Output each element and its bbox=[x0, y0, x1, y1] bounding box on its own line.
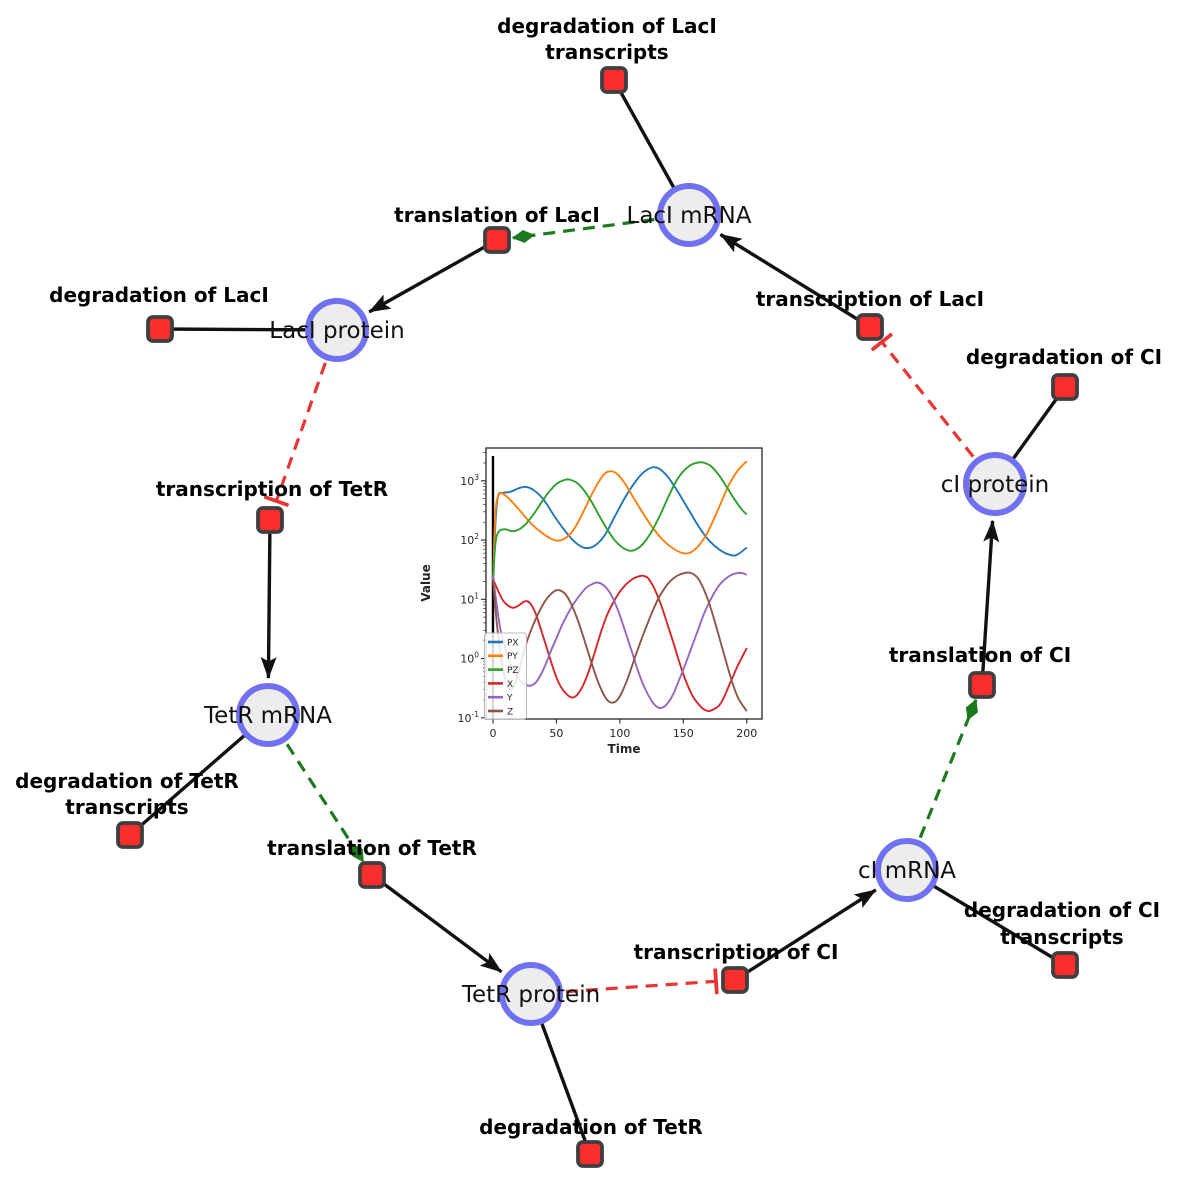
inset-timeseries-chart: 0 50 100 150 200 10-1 100 101 102 103 PX PY PZ XYZ T… bbox=[419, 447, 763, 756]
legend-box bbox=[484, 632, 527, 720]
species-label: TetR mRNA bbox=[203, 703, 332, 729]
reaction-label: transcription of TetR bbox=[156, 477, 388, 501]
reaction-label: transcripts bbox=[1000, 925, 1123, 949]
labels: degradation of LacI transcripts translat… bbox=[15, 14, 1162, 1139]
reaction-label: degradation of TetR bbox=[479, 1115, 703, 1139]
species-node-laci-mrna bbox=[657, 183, 721, 247]
legend-label-X: X bbox=[507, 680, 513, 690]
y-tick-label: 100 bbox=[460, 651, 479, 666]
y-tick-label: 103 bbox=[460, 473, 479, 488]
x-tick-label: 100 bbox=[609, 727, 630, 740]
species-node-tetr-mrna bbox=[236, 683, 300, 747]
legend-label-Z: Z bbox=[507, 707, 513, 717]
legend-label-PY: PY bbox=[507, 652, 518, 662]
reaction-node-translation-of-laci bbox=[483, 226, 511, 254]
edge-inhibition-tetr-protein-transcription-ci bbox=[565, 968, 719, 995]
reaction-label: degradation of CI bbox=[966, 345, 1162, 369]
reaction-node-degradation-of-ci bbox=[1051, 373, 1079, 401]
edge-product-transcription-laci-to-mrna bbox=[719, 233, 871, 329]
reaction-label: degradation of LacI bbox=[49, 283, 269, 307]
species-nodes bbox=[236, 183, 1027, 1026]
species-node-ci-protein bbox=[963, 452, 1027, 516]
edge-inhibition-ci-protein-transcription-laci bbox=[870, 332, 975, 458]
chart-plot-area bbox=[486, 448, 762, 719]
edge-modifier-ci-mrna-translation bbox=[918, 698, 978, 839]
y-tick-label: 101 bbox=[460, 591, 479, 606]
species-label: LacI protein bbox=[269, 318, 404, 344]
chart-legend: PX PY PZ XYZ bbox=[484, 632, 527, 720]
reaction-node-transcription-of-ci bbox=[721, 966, 749, 994]
reaction-node-degradation-of-ci-transcripts bbox=[1051, 951, 1079, 979]
legend-label-PX: PX bbox=[507, 638, 519, 648]
chart-series-PY bbox=[492, 460, 748, 582]
edge-product-translation-ci-to-protein bbox=[980, 519, 1000, 686]
reaction-node-transcription-of-tetr bbox=[256, 506, 284, 534]
x-tick-label: 200 bbox=[736, 727, 757, 740]
species-label: cI mRNA bbox=[858, 858, 956, 884]
reaction-label: transcripts bbox=[545, 40, 668, 64]
reaction-label: transcripts bbox=[65, 795, 188, 819]
chart-xaxis-title: Time bbox=[608, 742, 641, 756]
chart-yaxis-title: Value bbox=[419, 564, 433, 602]
x-tick-label: 150 bbox=[673, 727, 694, 740]
edge-modifier-tetr-mrna-translation bbox=[285, 743, 365, 863]
reaction-node-translation-of-tetr bbox=[358, 861, 386, 889]
x-tick-label: 0 bbox=[489, 727, 496, 740]
reaction-label: transcription of LacI bbox=[756, 287, 984, 311]
edge-product-translation-tetr-to-protein bbox=[370, 873, 503, 974]
edge-inhibition-laci-protein-transcription-tetr bbox=[263, 362, 327, 507]
edge-product-translation-laci-to-protein bbox=[368, 238, 498, 314]
y-tick-label: 102 bbox=[460, 532, 479, 547]
reaction-node-degradation-of-tetr-transcripts bbox=[116, 821, 144, 849]
reaction-label: translation of TetR bbox=[267, 836, 477, 860]
reaction-label: degradation of CI bbox=[964, 898, 1160, 922]
reaction-node-degradation-of-tetr bbox=[576, 1140, 604, 1168]
reaction-label: transcription of CI bbox=[634, 940, 839, 964]
reaction-node-degradation-of-laci-transcripts bbox=[600, 66, 628, 94]
species-node-laci-protein bbox=[305, 298, 369, 362]
legend-label-Y: Y bbox=[506, 694, 513, 704]
reaction-label: degradation of LacI bbox=[497, 14, 717, 38]
reaction-label: degradation of TetR bbox=[15, 769, 239, 793]
x-tick-label: 50 bbox=[549, 727, 563, 740]
y-tick-label: 10-1 bbox=[458, 710, 480, 725]
species-node-ci-mrna bbox=[875, 838, 939, 902]
edge-product-transcription-tetr-to-mrna bbox=[260, 519, 277, 679]
reaction-label: translation of LacI bbox=[394, 203, 600, 227]
reaction-node-translation-of-ci bbox=[968, 671, 996, 699]
chart-series-PX bbox=[492, 466, 748, 582]
chart-series-X bbox=[492, 574, 748, 713]
reaction-node-transcription-of-laci bbox=[856, 313, 884, 341]
species-label: cI protein bbox=[941, 472, 1050, 498]
species-label: TetR protein bbox=[461, 982, 600, 1008]
edge-modifier-laci-mrna-translation bbox=[511, 217, 655, 243]
chart-series-Y bbox=[492, 571, 748, 709]
species-label: LacI mRNA bbox=[627, 203, 752, 229]
reaction-label: translation of CI bbox=[889, 643, 1071, 667]
legend-label-PZ: PZ bbox=[507, 666, 519, 676]
species-node-tetr-protein bbox=[499, 962, 563, 1026]
chart-frame bbox=[485, 447, 763, 720]
edge-product-transcription-ci-to-mrna bbox=[734, 888, 877, 982]
reaction-node-degradation-of-laci bbox=[146, 315, 174, 343]
reaction-nodes bbox=[116, 66, 1079, 1168]
chart-series-PZ bbox=[492, 461, 748, 582]
